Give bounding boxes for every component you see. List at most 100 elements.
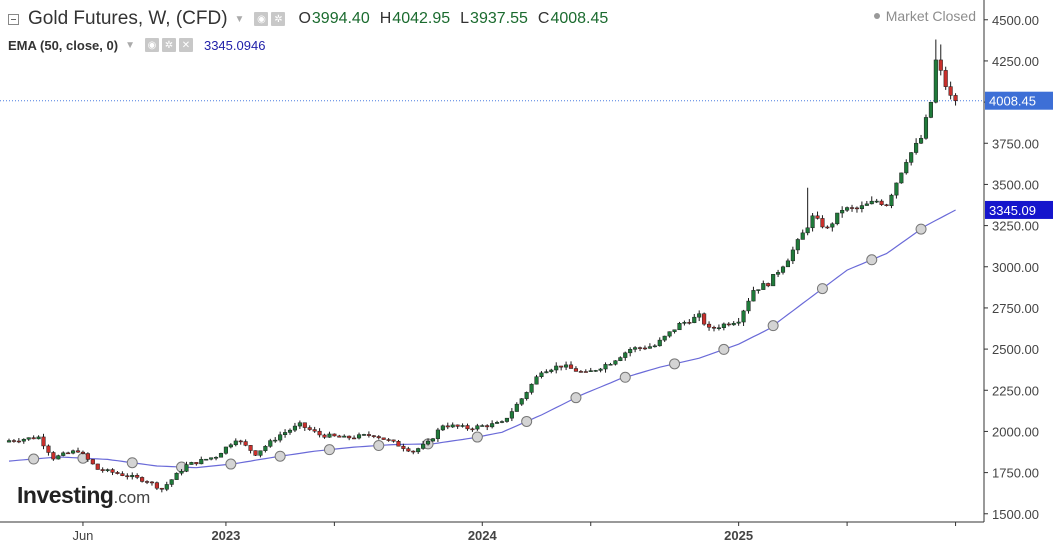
visibility-icon[interactable]: ◉ <box>144 38 159 52</box>
candle <box>633 346 638 353</box>
candle <box>100 467 105 473</box>
candle <box>721 322 726 331</box>
candle <box>568 361 574 369</box>
market-status-dot-icon <box>873 13 880 19</box>
settings-icon[interactable]: ✲ <box>271 12 286 26</box>
ema-marker <box>570 392 582 404</box>
candle <box>771 274 776 287</box>
candle <box>90 458 95 465</box>
y-tick-label: 4500.00 <box>992 13 1039 28</box>
candle <box>273 437 278 443</box>
candle <box>603 362 608 373</box>
candle <box>919 134 924 144</box>
ema-marker <box>323 444 335 456</box>
candle <box>475 423 480 431</box>
candle <box>233 438 238 447</box>
candle <box>790 246 795 265</box>
candle <box>307 425 312 431</box>
close-icon[interactable]: ✕ <box>178 38 193 52</box>
candle <box>928 101 933 119</box>
candle <box>194 462 199 466</box>
candle <box>707 321 712 331</box>
candle <box>554 362 559 374</box>
candle <box>904 159 909 175</box>
instrument-title[interactable]: Gold Futures, W, (CFD) <box>28 8 228 29</box>
candle <box>283 429 288 438</box>
candle <box>347 435 352 441</box>
candle <box>544 369 549 374</box>
candle <box>953 93 958 106</box>
candle <box>490 420 495 429</box>
candle <box>61 451 66 457</box>
close-value: 4008.45 <box>550 10 609 27</box>
x-tick-label: 2024 <box>468 528 498 543</box>
candle <box>539 371 544 379</box>
candle <box>845 206 850 212</box>
candle <box>352 435 357 440</box>
ema-marker <box>767 320 779 332</box>
chevron-down-icon[interactable]: ▼ <box>125 39 135 51</box>
x-tick-label: 2023 <box>211 528 240 543</box>
y-tick-label: 3500.00 <box>992 177 1039 192</box>
candle <box>726 322 731 327</box>
candle <box>504 417 509 423</box>
candle <box>776 269 781 278</box>
candle <box>830 222 835 232</box>
candle <box>736 317 741 326</box>
candle <box>125 473 130 480</box>
last-price-label: 4008.45 <box>989 94 1036 109</box>
candle <box>943 66 948 90</box>
ema-marker <box>915 223 927 235</box>
candle <box>647 343 652 349</box>
ema-title[interactable]: EMA (50, close, 0) <box>8 37 119 53</box>
candle <box>835 212 840 226</box>
chevron-down-icon[interactable]: ▼ <box>234 13 245 25</box>
candle <box>933 39 938 104</box>
x-tick-label: 2025 <box>724 528 753 543</box>
candle <box>667 331 672 338</box>
y-tick-label: 2500.00 <box>992 342 1039 357</box>
candle <box>26 437 31 441</box>
collapse-icon[interactable] <box>8 13 19 25</box>
candle <box>780 265 786 275</box>
visibility-icon[interactable]: ◉ <box>254 12 269 26</box>
candle <box>455 424 460 429</box>
candle <box>426 438 431 446</box>
candle <box>75 447 81 453</box>
candle <box>864 200 869 206</box>
candle <box>593 369 598 372</box>
candle <box>332 433 337 437</box>
candle <box>820 215 825 229</box>
candle <box>189 461 194 465</box>
candle <box>115 471 120 475</box>
candle <box>396 439 401 447</box>
candle <box>327 431 332 438</box>
candle <box>421 440 426 450</box>
candle <box>810 213 815 232</box>
candle <box>430 437 436 442</box>
candle <box>253 450 258 456</box>
candle <box>682 320 687 326</box>
ema-marker <box>373 440 385 452</box>
candle <box>854 206 860 213</box>
candle <box>381 437 386 440</box>
settings-icon[interactable]: ✲ <box>161 38 176 52</box>
candle <box>702 312 707 326</box>
candle <box>56 454 61 460</box>
y-tick-label: 2250.00 <box>992 383 1039 398</box>
candle <box>465 423 470 431</box>
open-label: O <box>298 10 311 27</box>
candle <box>71 449 76 455</box>
candle <box>164 481 169 492</box>
close-label: C <box>537 10 550 27</box>
y-tick-label: 1500.00 <box>992 507 1039 522</box>
candle <box>105 468 110 473</box>
candle <box>312 426 317 433</box>
ema-marker <box>274 450 286 462</box>
candle <box>140 476 145 483</box>
candle <box>889 193 894 209</box>
candle <box>874 198 879 204</box>
